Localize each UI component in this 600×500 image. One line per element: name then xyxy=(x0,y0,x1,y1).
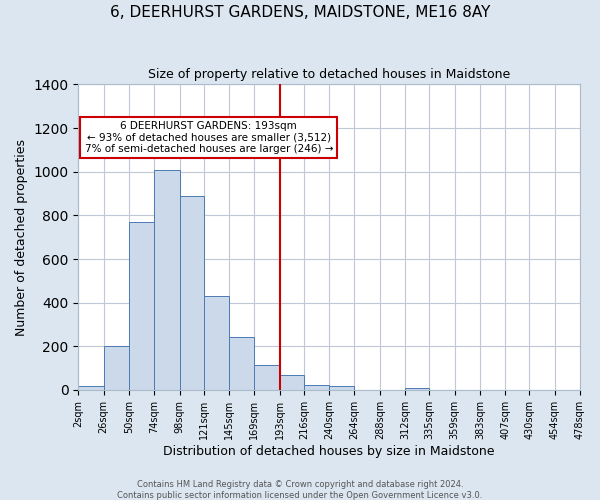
X-axis label: Distribution of detached houses by size in Maidstone: Distribution of detached houses by size … xyxy=(163,444,495,458)
Bar xyxy=(154,170,179,390)
Bar xyxy=(280,374,304,390)
Bar xyxy=(304,384,329,390)
Text: 6 DEERHURST GARDENS: 193sqm
← 93% of detached houses are smaller (3,512)
7% of s: 6 DEERHURST GARDENS: 193sqm ← 93% of det… xyxy=(85,121,333,154)
Text: Contains HM Land Registry data © Crown copyright and database right 2024.
Contai: Contains HM Land Registry data © Crown c… xyxy=(118,480,482,500)
Y-axis label: Number of detached properties: Number of detached properties xyxy=(15,138,28,336)
Text: 6, DEERHURST GARDENS, MAIDSTONE, ME16 8AY: 6, DEERHURST GARDENS, MAIDSTONE, ME16 8A… xyxy=(110,5,490,20)
Bar xyxy=(179,196,204,390)
Bar xyxy=(329,386,355,390)
Title: Size of property relative to detached houses in Maidstone: Size of property relative to detached ho… xyxy=(148,68,511,80)
Bar xyxy=(79,386,104,390)
Bar xyxy=(254,365,280,390)
Bar xyxy=(129,222,154,390)
Bar xyxy=(204,296,229,390)
Bar xyxy=(229,336,254,390)
Bar xyxy=(104,346,129,390)
Bar xyxy=(405,388,430,390)
